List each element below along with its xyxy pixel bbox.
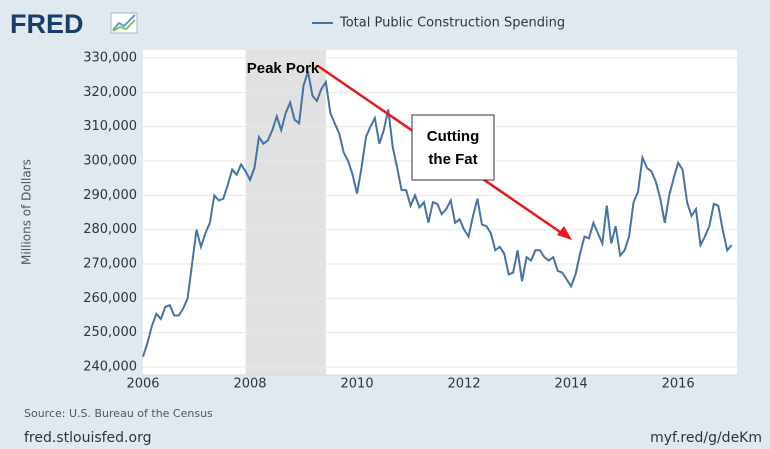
y-tick-label: 260,000 (83, 291, 137, 306)
arrow-head (557, 226, 572, 240)
y-tick-label: 240,000 (83, 360, 137, 375)
y-axis-label: Millions of Dollars (20, 159, 34, 265)
y-tick-label: 300,000 (83, 154, 137, 169)
x-tick-label: 2012 (448, 377, 481, 392)
source: Source: U.S. Bureau of the Census (24, 407, 213, 420)
y-tick-label: 280,000 (83, 222, 137, 237)
logo-icon (110, 12, 138, 34)
x-tick-label: 2006 (126, 377, 159, 392)
y-tick-label: 330,000 (83, 51, 137, 66)
legend-label: Total Public Construction Spending (339, 16, 565, 31)
annotation: Cutting (427, 128, 479, 145)
y-tick-label: 320,000 (83, 85, 137, 100)
recession-band (245, 50, 326, 375)
annotation-box (411, 114, 495, 181)
annotation: the Fat (428, 151, 477, 168)
annotation: Peak Pork (247, 60, 320, 77)
x-tick-label: 2008 (233, 377, 266, 392)
footer-right: myf.red/g/deKm (650, 430, 762, 446)
x-tick-label: 2010 (341, 377, 374, 392)
x-tick-label: 2016 (662, 377, 695, 392)
footer-left: fred.stlouisfed.org (24, 430, 151, 446)
logo: FRED (10, 9, 84, 39)
y-tick-label: 270,000 (83, 257, 137, 272)
y-tick-label: 250,000 (83, 325, 137, 340)
y-tick-label: 310,000 (83, 119, 137, 134)
x-tick-label: 2014 (555, 377, 588, 392)
series-line (142, 71, 733, 358)
y-tick-label: 290,000 (83, 188, 137, 203)
